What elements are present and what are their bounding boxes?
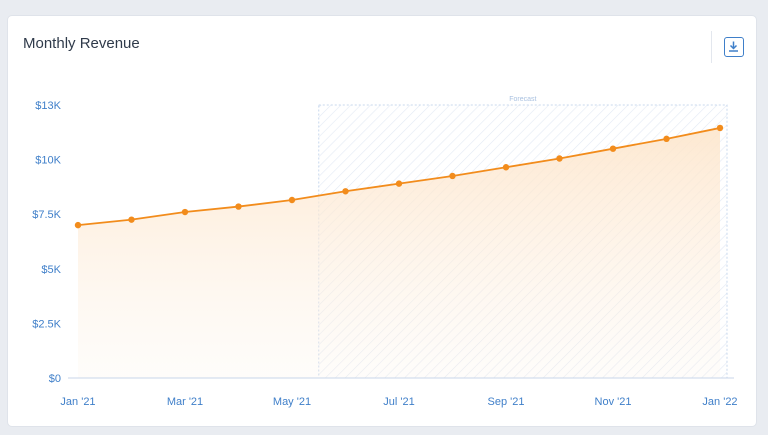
- x-tick-label: Mar '21: [167, 396, 203, 408]
- download-icon: [729, 41, 738, 52]
- data-point[interactable]: [181, 208, 189, 216]
- data-point[interactable]: [74, 221, 82, 229]
- forecast-label: Forecast: [509, 96, 536, 103]
- download-button[interactable]: [724, 37, 744, 57]
- y-tick-label: $5K: [41, 264, 61, 276]
- x-tick-label: May '21: [273, 396, 311, 408]
- data-point[interactable]: [342, 188, 349, 195]
- y-tick-label: $13K: [35, 100, 61, 112]
- data-point[interactable]: [449, 172, 456, 180]
- x-tick-label: Sep '21: [488, 396, 525, 408]
- x-tick-label: Jan '22: [702, 396, 737, 408]
- revenue-area: [78, 127, 720, 378]
- y-tick-label: $7.5K: [32, 209, 61, 221]
- data-point[interactable]: [395, 180, 403, 187]
- y-tick-label: $10K: [35, 155, 61, 167]
- data-point[interactable]: [235, 203, 242, 210]
- y-tick-label: $0: [49, 373, 61, 385]
- x-tick-label: Jul '21: [383, 396, 414, 408]
- data-point[interactable]: [663, 135, 670, 143]
- data-point[interactable]: [609, 145, 617, 152]
- data-point[interactable]: [502, 164, 510, 171]
- data-point[interactable]: [288, 196, 296, 204]
- card-title: Monthly Revenue: [23, 35, 140, 52]
- data-point[interactable]: [556, 155, 563, 162]
- x-tick-label: Nov '21: [595, 396, 632, 408]
- data-point[interactable]: [128, 216, 135, 223]
- header-divider: [711, 31, 712, 63]
- data-point[interactable]: [716, 124, 724, 132]
- y-tick-label: $2.5K: [32, 318, 61, 330]
- x-tick-label: Jan '21: [60, 396, 95, 408]
